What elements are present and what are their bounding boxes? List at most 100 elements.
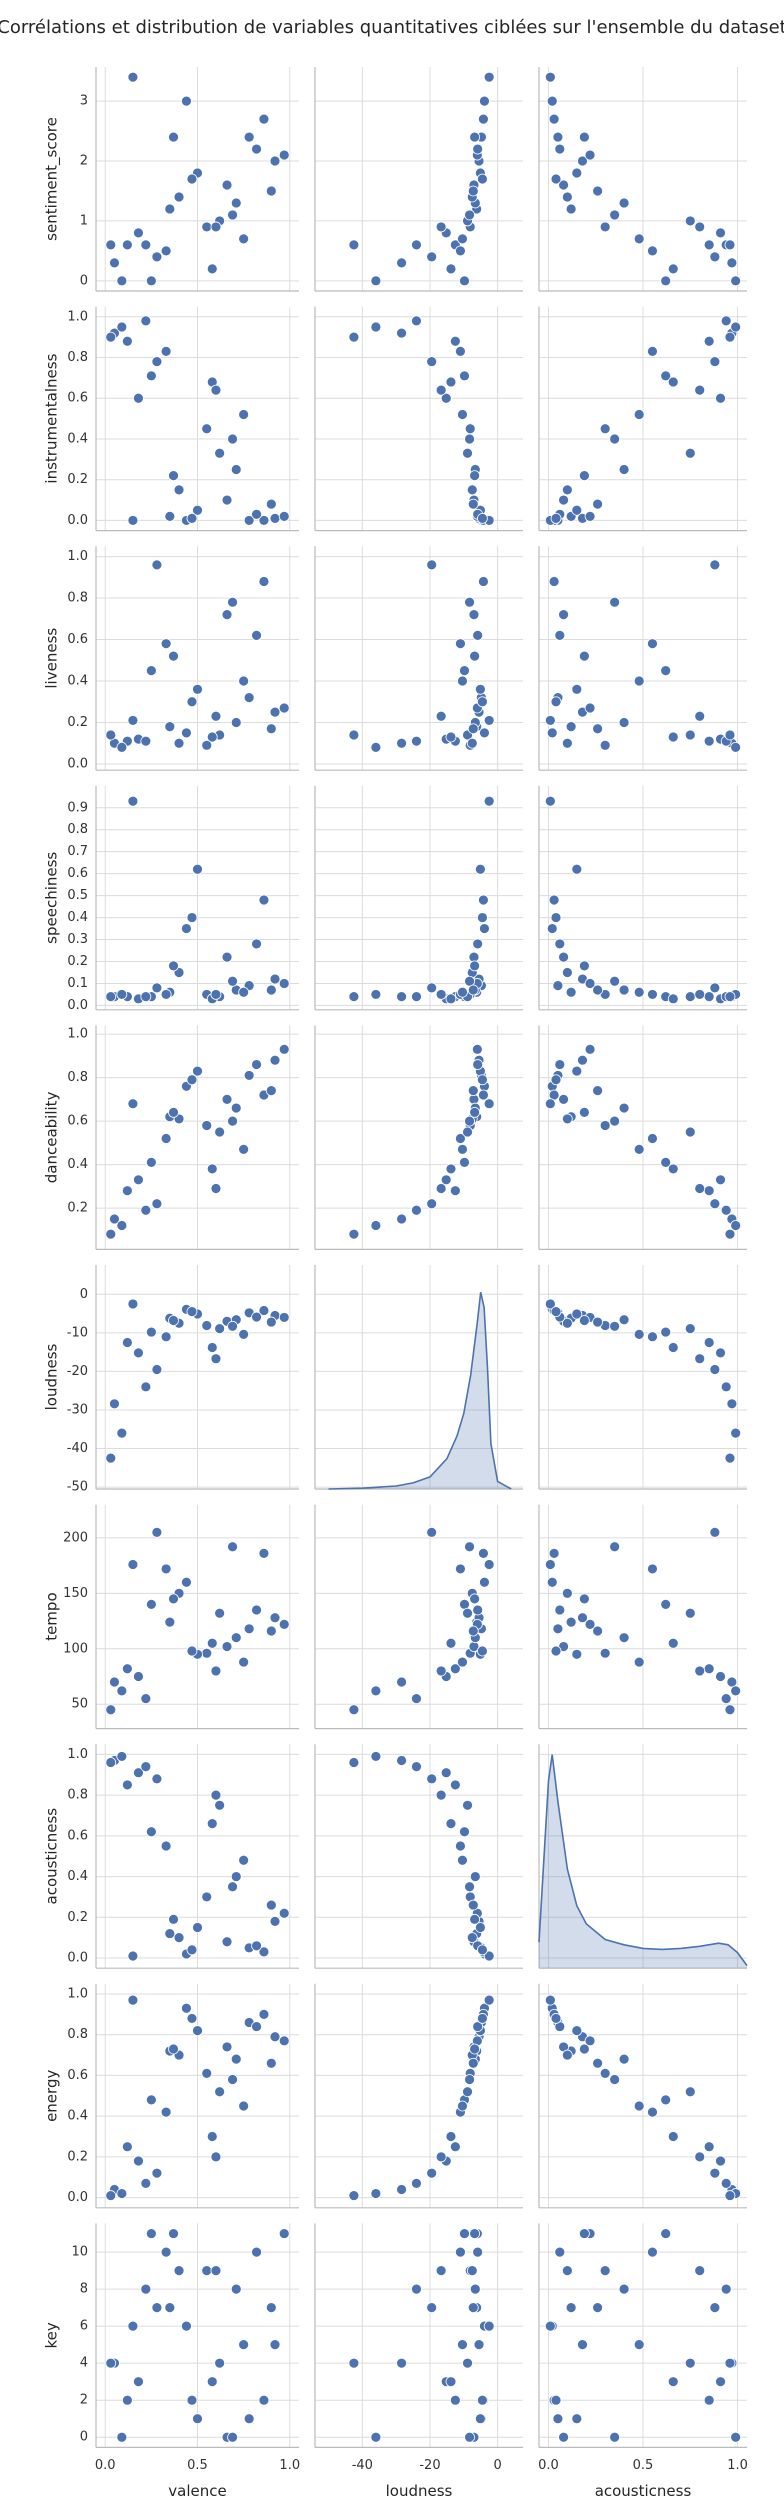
scatter-point [724, 2357, 736, 2369]
y-axis-label: instrumentalness [43, 353, 61, 483]
scatter-point [192, 1922, 203, 1933]
scatter-point [684, 991, 696, 1003]
scatter-point [462, 2086, 473, 2098]
y-tick-label: 0.4 [67, 910, 88, 925]
scatter-point [278, 1618, 290, 1630]
scatter-point [116, 321, 128, 333]
scatter-point [469, 1593, 481, 1605]
scatter-point [265, 2057, 277, 2069]
scatter-point [552, 131, 564, 143]
x-tick-label: 1.0 [279, 2458, 300, 2473]
scatter-point [550, 1074, 562, 1086]
scatter-point [633, 986, 645, 998]
scatter-point [464, 423, 476, 435]
scatter-point [609, 433, 621, 445]
y-tick-label: 0.9 [67, 800, 88, 815]
scatter-point [726, 257, 738, 269]
y-tick-label: 4 [80, 2356, 88, 2371]
scatter-point [243, 1623, 255, 1635]
scatter-point [151, 356, 163, 367]
scatter-point [467, 185, 479, 197]
scatter-point [269, 1612, 281, 1624]
scatter-point [592, 723, 604, 735]
scatter-point [694, 384, 706, 396]
scatter-point [694, 1665, 706, 1677]
scatter-point [660, 275, 672, 287]
scatter-point [554, 938, 566, 950]
scatter-point [584, 1618, 596, 1630]
scatter-point [133, 392, 144, 404]
y-tick-label: 50 [71, 1697, 88, 1712]
scatter-point [469, 2283, 481, 2295]
scatter-point [396, 2357, 407, 2369]
scatter-point [370, 1751, 382, 1762]
scatter-point [720, 315, 732, 327]
scatter-point [474, 683, 486, 695]
panel [314, 785, 523, 1011]
scatter-point [694, 2265, 706, 2277]
scatter-point [396, 991, 407, 1003]
scatter-point [265, 185, 277, 197]
scatter-point [578, 2043, 590, 2055]
scatter-point [127, 2320, 139, 2332]
scatter-point [121, 1337, 133, 1348]
scatter-point [558, 1093, 569, 1105]
scatter-point [609, 209, 621, 221]
scatter-point [370, 321, 382, 333]
scatter-point [426, 1773, 438, 1785]
scatter-point [464, 433, 475, 445]
y-tick-label: 0.6 [67, 2068, 88, 2083]
scatter-point [571, 1648, 583, 1660]
scatter-point [251, 143, 262, 155]
scatter-point [592, 1316, 604, 1328]
scatter-point [464, 1115, 475, 1127]
scatter-point [457, 1656, 468, 1668]
scatter-point [278, 2228, 290, 2239]
scatter-point [210, 989, 222, 1000]
scatter-point [251, 1604, 262, 1616]
scatter-point [709, 251, 721, 263]
scatter-point [186, 912, 198, 923]
scatter-point [435, 989, 447, 1000]
scatter-point [221, 609, 233, 621]
panel [95, 1983, 299, 2209]
y-tick-label: 0.0 [67, 2190, 88, 2205]
scatter-point [609, 1320, 621, 1332]
scatter-point [181, 2002, 192, 2014]
scatter-point [109, 1676, 120, 1688]
scatter-point [164, 2302, 176, 2314]
panel [95, 785, 299, 1011]
x-tick-label: -20 [419, 2458, 440, 2473]
scatter-point [426, 559, 438, 571]
scatter-point [116, 275, 128, 287]
y-tick-label: 0.1 [67, 976, 88, 991]
scatter-point [227, 1541, 238, 1553]
scatter-point [473, 2339, 485, 2351]
scatter-point [457, 1143, 468, 1155]
scatter-point [577, 2339, 588, 2351]
scatter-point [715, 1347, 726, 1359]
scatter-point [660, 2228, 672, 2239]
scatter-point [151, 1364, 163, 1375]
scatter-point [609, 596, 621, 608]
scatter-point [459, 1157, 470, 1168]
scatter-point [457, 2100, 468, 2112]
scatter-point [227, 1881, 238, 1893]
panel-background [315, 306, 523, 531]
scatter-point [459, 1826, 470, 1838]
scatter-point [546, 923, 558, 934]
scatter-point [592, 498, 604, 510]
scatter-point [483, 71, 495, 83]
scatter-point [127, 795, 139, 807]
x-tick-label: 0 [493, 2458, 501, 2473]
scatter-point [258, 113, 270, 125]
scatter-point [221, 494, 233, 506]
y-tick-label: 150 [63, 1586, 88, 1601]
panel [538, 546, 747, 771]
scatter-point [449, 2141, 461, 2153]
scatter-point [145, 1326, 157, 1338]
scatter-point [647, 638, 658, 650]
scatter-point [647, 1331, 658, 1343]
scatter-point [411, 1693, 422, 1705]
